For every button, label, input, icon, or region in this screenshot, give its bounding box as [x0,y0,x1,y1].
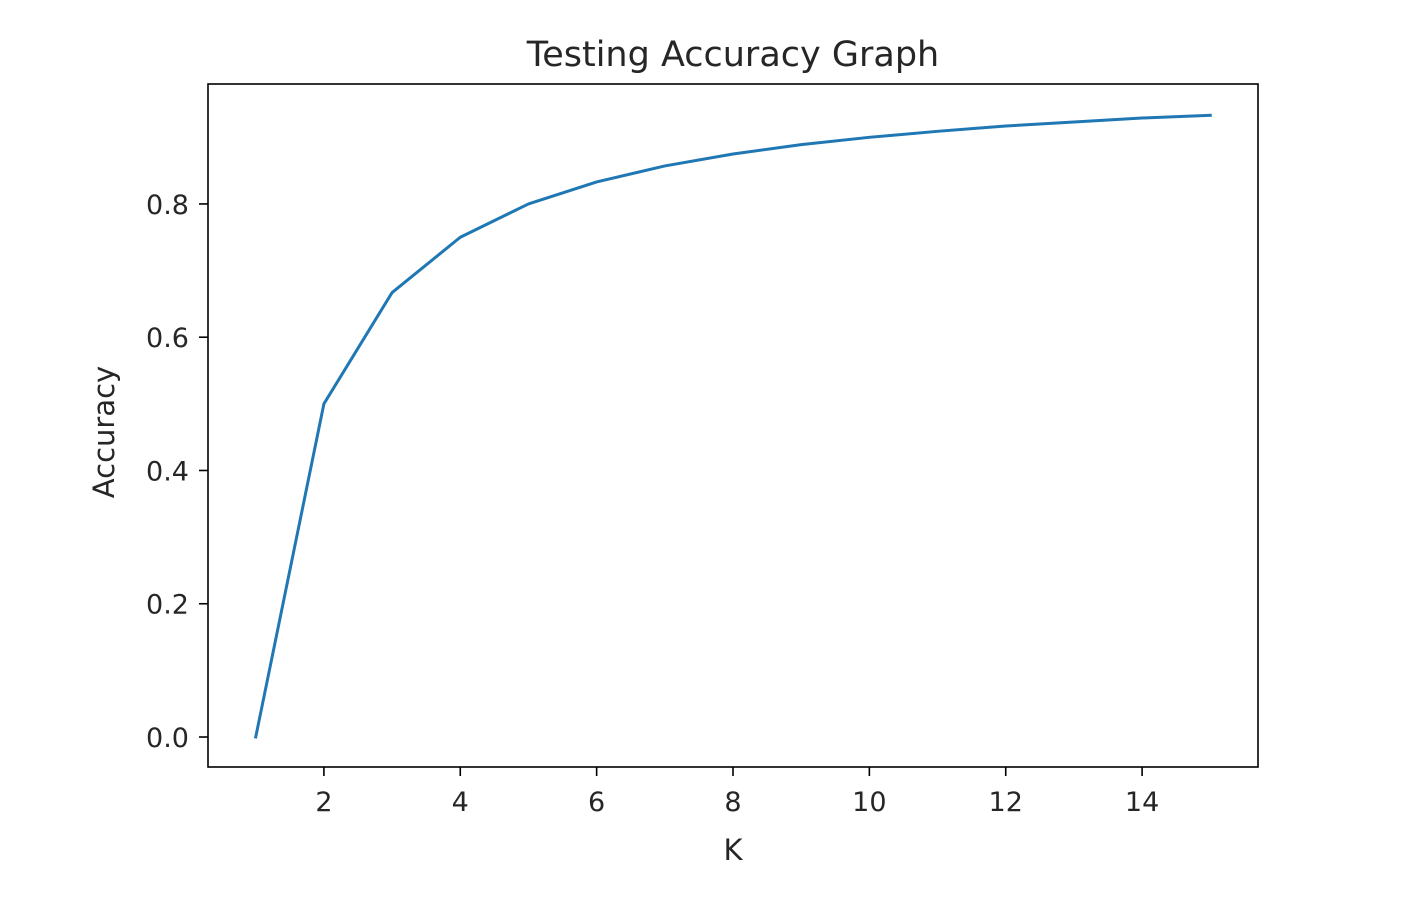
x-tick-label: 2 [315,787,332,818]
y-tick-label: 0.2 [146,590,189,621]
y-tick-label: 0.8 [146,190,189,221]
y-tick-label: 0.6 [146,323,189,354]
x-tick-label: 4 [452,787,469,818]
x-tick-label: 10 [852,787,886,818]
y-axis-title: Accuracy [87,366,121,498]
x-tick-label: 12 [989,787,1023,818]
x-tick-label: 14 [1125,787,1159,818]
chart-title: Testing Accuracy Graph [526,35,939,75]
x-axis-title: K [723,833,743,867]
y-axis-ticks: 0.0 0.2 0.4 0.6 0.8 [146,190,208,754]
plot-area-frame [207,83,1259,768]
y-tick-label: 0.0 [146,723,189,754]
series-layer [253,113,1212,739]
x-tick-label: 6 [588,787,605,818]
x-axis-ticks: 2 4 6 8 10 12 14 [315,767,1159,818]
x-tick-label: 8 [724,787,741,818]
y-tick-label: 0.4 [146,456,189,487]
